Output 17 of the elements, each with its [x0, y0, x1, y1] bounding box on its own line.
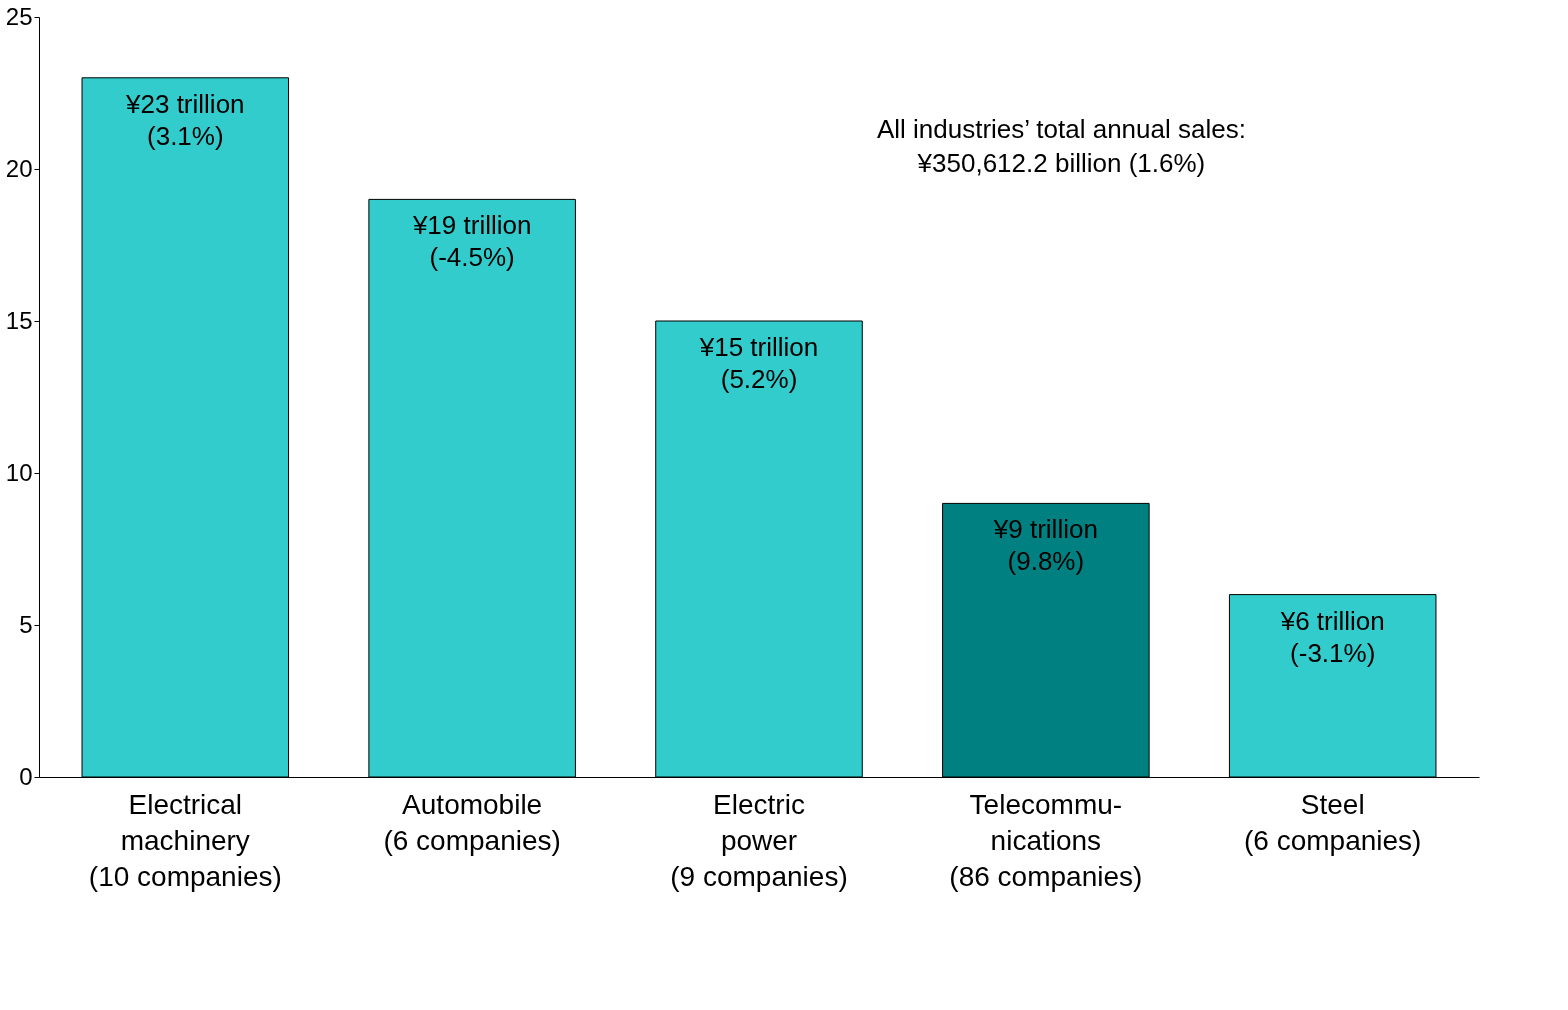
data-label: ¥19 trillion (-4.5%): [411, 210, 532, 273]
y-tick-label: 15: [5, 306, 33, 334]
x-tick-label: Steel (6 companies): [1244, 788, 1422, 856]
data-label: ¥9 trillion (9.8%): [992, 514, 1098, 577]
y-tick-label: 5: [19, 610, 33, 638]
y-tick-label: 20: [5, 154, 33, 182]
annotation: All industries’ total annual sales: ¥350,612.2 billion (1.6%): [876, 114, 1246, 178]
x-tick-label: Automobile (6 companies): [383, 788, 561, 856]
y-tick-label: 0: [19, 762, 33, 790]
data-label: ¥23 trillion (3.1%): [125, 88, 245, 151]
data-label: ¥6 trillion (-3.1%): [1279, 605, 1385, 668]
x-tick-label: Electrical machinery (10 companies): [88, 788, 282, 892]
y-tick-label: 25: [5, 2, 33, 30]
x-tick-label: Telecommu- nications (86 companies): [949, 788, 1143, 892]
y-tick-label: 10: [5, 458, 33, 486]
x-tick-label: Electric power (9 companies): [670, 788, 848, 892]
data-label: ¥15 trillion (5.2%): [698, 332, 819, 394]
